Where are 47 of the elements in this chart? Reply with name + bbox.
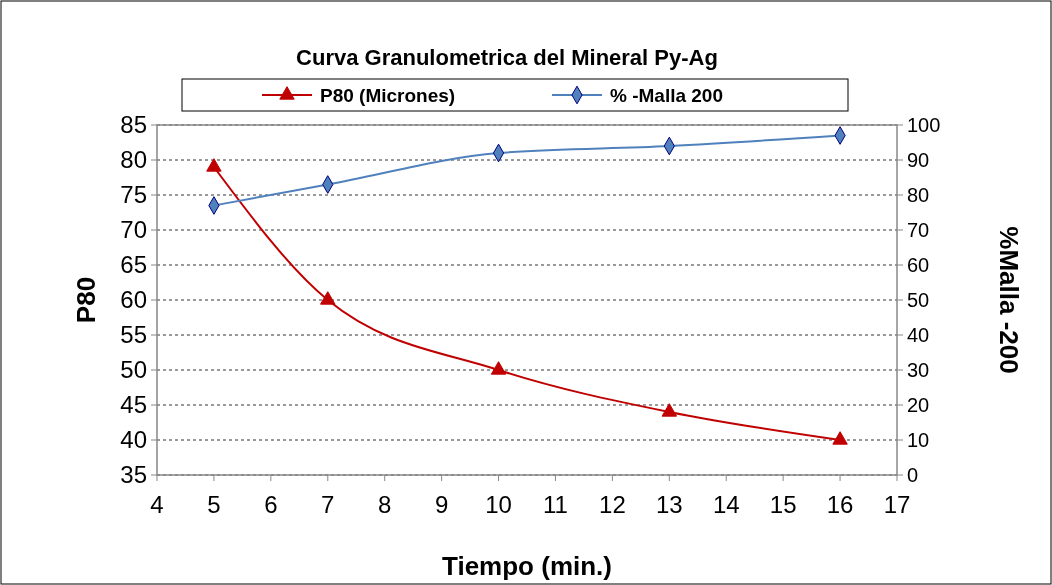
point bbox=[320, 291, 336, 305]
y2-tick-label: 40 bbox=[907, 324, 930, 346]
y-tick-label: 45 bbox=[120, 391, 147, 419]
point bbox=[490, 361, 507, 375]
y-tick-label: 60 bbox=[120, 286, 147, 314]
y-tick-label: 35 bbox=[120, 461, 147, 489]
x-tick-label: 7 bbox=[321, 491, 335, 518]
y-tick-label: 50 bbox=[120, 356, 147, 384]
y2-tick-label: 10 bbox=[907, 429, 930, 451]
point bbox=[206, 158, 222, 172]
x-tick-label: 9 bbox=[434, 491, 449, 518]
y-tick-label: 75 bbox=[120, 181, 147, 209]
y2-tick-label: 0 bbox=[907, 464, 919, 486]
y-tick-label: 70 bbox=[120, 216, 147, 244]
x-tick-label: 16 bbox=[826, 491, 854, 518]
x-tick-label: 10 bbox=[485, 491, 512, 518]
y-axis-title: P80 bbox=[71, 276, 101, 324]
x-tick-label: 13 bbox=[655, 491, 683, 518]
x-tick-label: 11 bbox=[543, 491, 568, 518]
y2-tick-label: 60 bbox=[907, 254, 930, 276]
y-tick-label: 55 bbox=[120, 321, 147, 349]
point bbox=[661, 403, 678, 417]
x-tick-label: 14 bbox=[712, 491, 740, 518]
x-tick-label: 8 bbox=[378, 491, 392, 518]
y2-tick-label: 80 bbox=[907, 184, 930, 206]
x-tick-label: 6 bbox=[264, 491, 278, 518]
chart-title: Curva Granulometrica del Mineral Py-Ag bbox=[296, 45, 718, 70]
x-tick-label: 15 bbox=[769, 491, 797, 518]
y-tick-label: 40 bbox=[120, 426, 147, 454]
y2-tick-label: 100 bbox=[907, 114, 941, 136]
y2-tick-label: 70 bbox=[907, 219, 930, 241]
x-axis-title: Tiempo (min.) bbox=[442, 551, 612, 581]
y2-tick-label: 20 bbox=[907, 394, 930, 416]
y-tick-label: 65 bbox=[120, 251, 147, 279]
x-tick-label: 5 bbox=[207, 491, 221, 518]
y2-axis-title: %Malla -200 bbox=[994, 226, 1024, 374]
y-tick-label: 80 bbox=[120, 146, 147, 174]
point bbox=[832, 431, 848, 445]
y2-tick-label: 30 bbox=[907, 359, 930, 381]
y-tick-label: 85 bbox=[120, 111, 147, 139]
x-tick-label: 4 bbox=[150, 491, 164, 518]
legend-label: P80 (Micrones) bbox=[320, 84, 456, 106]
y2-tick-label: 90 bbox=[907, 149, 930, 171]
x-tick-label: 12 bbox=[599, 491, 626, 518]
x-tick-label: 17 bbox=[883, 491, 911, 518]
y2-tick-label: 50 bbox=[907, 289, 930, 311]
legend-label: % -Malla 200 bbox=[610, 84, 723, 106]
